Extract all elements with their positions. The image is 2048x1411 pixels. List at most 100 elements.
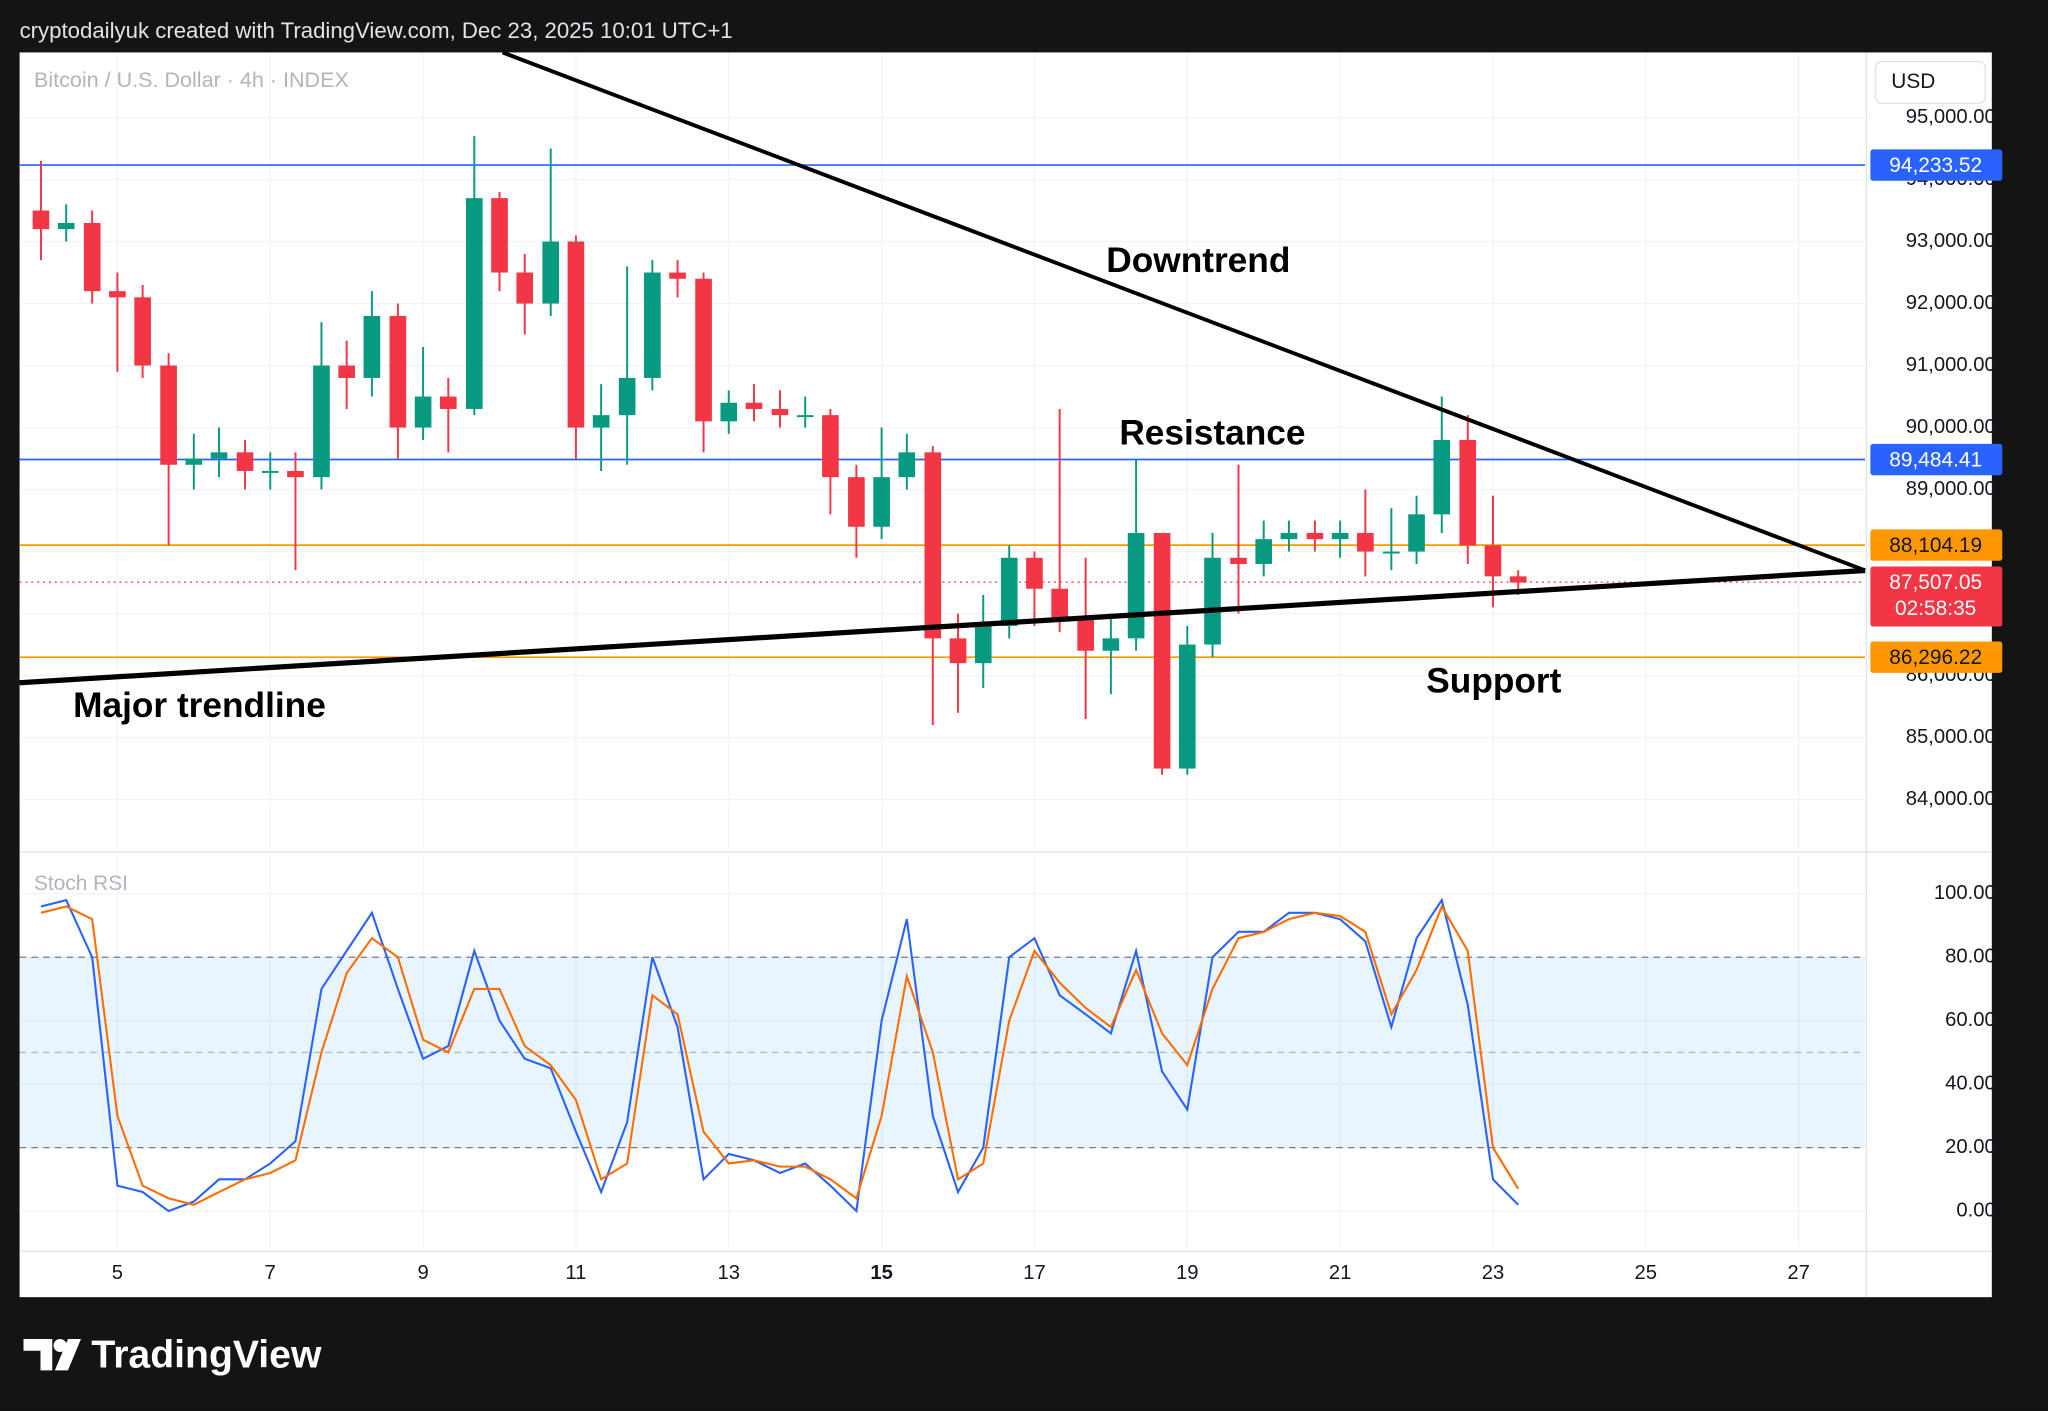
x-tick-label: 25: [1635, 1262, 1658, 1284]
header-caption: cryptodailyuk created with TradingView.c…: [20, 18, 733, 43]
tradingview-logo: TradingView: [23, 1334, 322, 1377]
symbol-title: Bitcoin / U.S. Dollar · 4h · INDEX: [34, 67, 349, 92]
candle-body: [873, 477, 890, 527]
trendlines: [19, 50, 1866, 686]
candle-body: [313, 365, 330, 478]
candle-body: [1459, 439, 1477, 546]
currency-label[interactable]: USD: [1891, 70, 1935, 93]
candle-body: [1178, 644, 1196, 769]
candle-body: [644, 272, 661, 378]
logo-icon: [53, 1338, 67, 1353]
level-label-box: [1870, 529, 2003, 561]
candle-body: [83, 222, 101, 292]
stoch-title: Stoch RSI: [34, 872, 128, 895]
annotation: Downtrend: [1106, 241, 1290, 280]
currency-button[interactable]: [1874, 60, 1986, 105]
y-tick-label: 95,000.00: [1906, 106, 1996, 128]
candle-body: [338, 365, 355, 378]
candles: [32, 136, 1527, 775]
candle-body: [771, 408, 789, 416]
candle-body: [363, 315, 381, 378]
candle-body: [185, 458, 203, 465]
candle-body: [1357, 532, 1374, 552]
candle-body: [1509, 576, 1527, 583]
candle-body: [491, 198, 508, 273]
y-tick-label: 40.00: [1945, 1072, 1996, 1094]
stoch-lines: [40, 897, 1520, 1214]
candle-body: [32, 210, 50, 230]
x-tick-label: 21: [1329, 1262, 1352, 1284]
candle-body: [695, 278, 712, 422]
logo-icon: [23, 1338, 53, 1371]
y-tick-label: 89,000.00: [1906, 478, 1996, 500]
x-tick-label: 19: [1176, 1262, 1199, 1284]
candle-body: [210, 452, 228, 459]
candle-body: [898, 452, 916, 478]
candle-body: [592, 415, 610, 428]
candle-body: [1230, 557, 1247, 564]
candle-body: [949, 638, 967, 664]
y-tick-label: 93,000.00: [1906, 230, 1996, 252]
last-price-box: [1870, 566, 2003, 627]
candle-body: [414, 396, 432, 428]
candle-body: [669, 272, 686, 279]
candle-body: [465, 198, 483, 409]
level-label-box: [1870, 149, 2003, 181]
y-tick-label: 85,000.00: [1906, 726, 1996, 748]
level-label-box: [1870, 641, 2003, 673]
level-label: 89,484.41: [1889, 448, 1982, 471]
y-tick-label: 92,000.00: [1906, 292, 1996, 314]
chart-panel: [19, 52, 1992, 1298]
level-label: 86,296.22: [1889, 646, 1982, 669]
axis: 5 7 9 11 13 15 17 19 21 23 25 27 84,000.00 85,000.00 8…: [19, 52, 2003, 1298]
trendline: [19, 567, 1866, 686]
y-tick-label: 91,000.00: [1906, 354, 1996, 376]
candle-body: [974, 625, 992, 664]
candle-body: [1484, 545, 1502, 577]
y-tick-label: 60.00: [1945, 1009, 1996, 1031]
candle-body: [1102, 638, 1120, 651]
candle-body: [236, 452, 254, 471]
candle-body: [848, 477, 865, 527]
y-tick-label: 90,000.00: [1906, 416, 1996, 438]
stoch-line: [40, 897, 1519, 1214]
level-label: 88,104.19: [1889, 534, 1982, 557]
x-tick-label: 17: [1023, 1262, 1046, 1284]
candle-body: [1306, 532, 1324, 540]
y-tick-label: 84,000.00: [1906, 788, 1996, 810]
footer-logo-text: TradingView: [91, 1334, 322, 1377]
candle-body: [57, 222, 75, 230]
candle-body: [1153, 532, 1171, 769]
x-tick-label: 7: [265, 1262, 276, 1284]
candle-body: [1280, 532, 1298, 540]
countdown-label: 02:58:35: [1895, 597, 1976, 620]
x-tick-label: 23: [1482, 1262, 1505, 1284]
logo-icon: [54, 1338, 81, 1371]
x-tick-label: 11: [565, 1262, 586, 1284]
y-tick-label: 0.00: [1956, 1199, 1995, 1221]
y-tick-label: 100.00: [1934, 882, 1996, 904]
candle-body: [134, 297, 151, 366]
level-label: 94,233.52: [1889, 154, 1982, 177]
candle-body: [542, 241, 560, 304]
candle-body: [261, 470, 279, 473]
x-tick-label: 13: [718, 1262, 741, 1284]
candle-body: [822, 415, 839, 478]
candle-body: [109, 291, 126, 298]
stoch-background: [19, 956, 1866, 1149]
candle-body: [1255, 539, 1273, 564]
candle-body: [1383, 551, 1400, 554]
y-tick-label: 80.00: [1945, 946, 1996, 968]
candle-body: [1000, 557, 1018, 626]
candle-body: [618, 377, 636, 416]
candle-body: [1051, 588, 1068, 620]
candle-body: [924, 452, 942, 639]
x-tick-label: 15: [870, 1262, 893, 1284]
candle-body: [1077, 619, 1094, 651]
candle-body: [287, 470, 304, 478]
candle-body: [1408, 514, 1425, 552]
candle-body: [1204, 557, 1221, 645]
stoch-line: [40, 904, 1520, 1206]
